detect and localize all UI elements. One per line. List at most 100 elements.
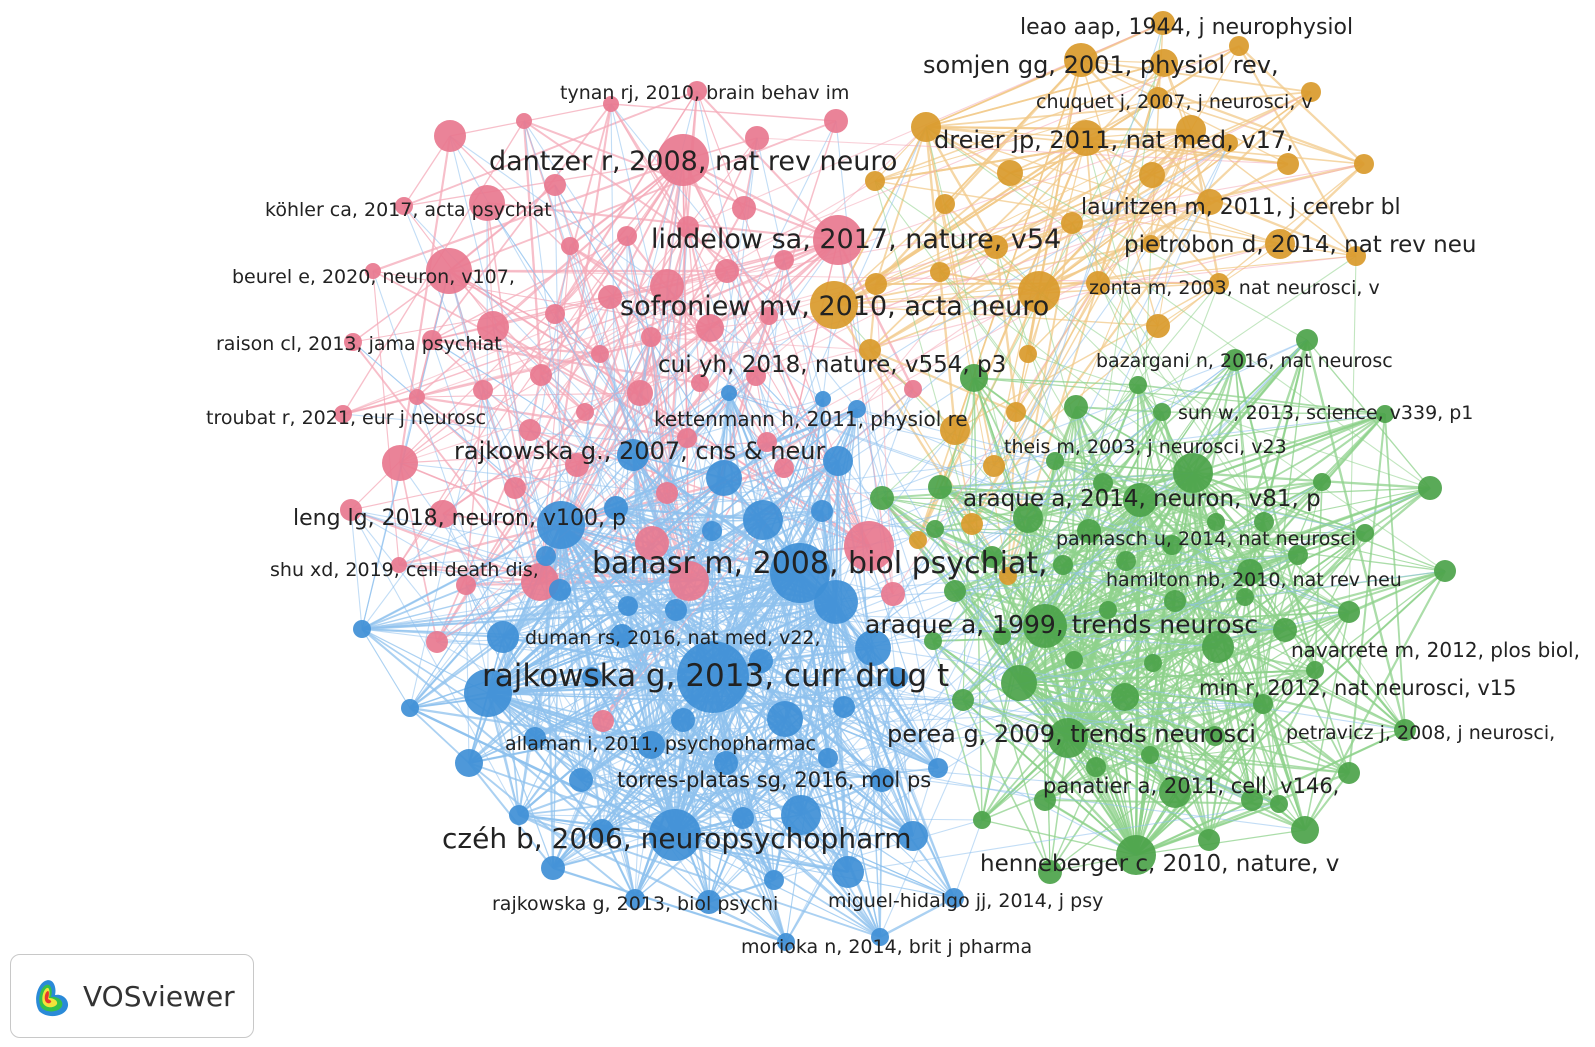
network-node[interactable] bbox=[993, 627, 1011, 645]
network-node[interactable] bbox=[1220, 134, 1238, 152]
network-node[interactable] bbox=[561, 237, 579, 255]
network-node[interactable] bbox=[1207, 513, 1225, 531]
node-label[interactable]: kettenmann h, 2011, physiol re bbox=[654, 407, 968, 431]
network-node[interactable] bbox=[344, 333, 362, 351]
node-label[interactable]: pannasch u, 2014, nat neurosci bbox=[1056, 528, 1356, 550]
network-node[interactable] bbox=[706, 460, 742, 496]
node-label[interactable]: rajkowska g, 2013, curr drug t bbox=[482, 658, 949, 694]
network-node[interactable] bbox=[1164, 590, 1186, 612]
network-node[interactable] bbox=[1147, 87, 1169, 109]
network-node[interactable] bbox=[824, 109, 848, 133]
network-node[interactable] bbox=[1099, 601, 1117, 619]
node-label[interactable]: sun w, 2013, science, v339, p1 bbox=[1178, 402, 1473, 424]
node-label[interactable]: araque a, 2014, neuron, v81, p bbox=[963, 486, 1321, 512]
network-node[interactable] bbox=[1434, 560, 1456, 582]
network-node[interactable] bbox=[999, 567, 1017, 585]
node-label[interactable]: banasr m, 2008, biol psychiat, bbox=[592, 546, 1048, 581]
network-node[interactable] bbox=[781, 795, 821, 835]
network-node[interactable] bbox=[865, 273, 887, 295]
node-label[interactable]: panatier a, 2011, cell, v146, bbox=[1043, 774, 1339, 798]
network-node[interactable] bbox=[1338, 762, 1360, 784]
network-node[interactable] bbox=[926, 520, 944, 538]
network-node[interactable] bbox=[1394, 719, 1416, 741]
network-node[interactable] bbox=[1139, 162, 1165, 188]
network-node[interactable] bbox=[1006, 402, 1026, 422]
network-node[interactable] bbox=[924, 632, 942, 650]
network-node[interactable] bbox=[911, 112, 941, 142]
network-node[interactable] bbox=[935, 194, 955, 214]
network-node[interactable] bbox=[1176, 115, 1206, 145]
network-node[interactable] bbox=[1173, 453, 1213, 493]
network-node[interactable] bbox=[1064, 43, 1098, 77]
network-node[interactable] bbox=[1159, 776, 1191, 808]
network-node[interactable] bbox=[1151, 11, 1175, 35]
network-node[interactable] bbox=[1053, 555, 1073, 575]
network-node[interactable] bbox=[1019, 345, 1037, 363]
network-node[interactable] bbox=[519, 419, 541, 441]
network-node[interactable] bbox=[1277, 153, 1299, 175]
network-node[interactable] bbox=[1146, 314, 1170, 338]
network-node[interactable] bbox=[477, 311, 509, 343]
node-label[interactable]: rajkowska g, 2013, biol psychi bbox=[492, 893, 778, 915]
network-node[interactable] bbox=[530, 364, 552, 386]
network-node[interactable] bbox=[904, 380, 922, 398]
network-node[interactable] bbox=[669, 561, 709, 601]
network-node[interactable] bbox=[650, 269, 684, 303]
network-node[interactable] bbox=[637, 731, 665, 759]
network-node[interactable] bbox=[1093, 473, 1113, 493]
network-node[interactable] bbox=[823, 446, 853, 476]
network-node[interactable] bbox=[340, 499, 362, 521]
network-node[interactable] bbox=[656, 482, 678, 504]
network-node[interactable] bbox=[1013, 503, 1043, 533]
network-node[interactable] bbox=[617, 226, 637, 246]
network-node[interactable] bbox=[760, 307, 778, 325]
network-node[interactable] bbox=[1198, 829, 1220, 851]
network-node[interactable] bbox=[334, 405, 352, 423]
network-node[interactable] bbox=[1265, 229, 1295, 259]
network-node[interactable] bbox=[665, 599, 687, 621]
network-node[interactable] bbox=[961, 513, 983, 535]
network-node[interactable] bbox=[848, 400, 866, 418]
node-label[interactable]: miguel-hidalgo jj, 2014, j psy bbox=[828, 890, 1103, 912]
node-label[interactable]: beurel e, 2020, neuron, v107, bbox=[232, 266, 515, 288]
network-node[interactable] bbox=[1291, 816, 1319, 844]
network-node[interactable] bbox=[1301, 82, 1321, 102]
network-node[interactable] bbox=[1273, 618, 1297, 642]
network-node[interactable] bbox=[997, 160, 1023, 186]
network-node[interactable] bbox=[618, 596, 638, 616]
node-label[interactable]: hamilton nb, 2010, nat rev neu bbox=[1106, 569, 1402, 591]
network-node[interactable] bbox=[617, 439, 649, 471]
network-node[interactable] bbox=[434, 120, 466, 152]
network-node[interactable] bbox=[691, 374, 709, 392]
node-label[interactable]: leao aap, 1944, j neurophysiol bbox=[1020, 15, 1353, 40]
network-node[interactable] bbox=[671, 708, 695, 732]
network-node[interactable] bbox=[973, 811, 991, 829]
network-node[interactable] bbox=[871, 928, 889, 946]
network-node[interactable] bbox=[677, 216, 699, 238]
network-node[interactable] bbox=[544, 174, 566, 196]
network-node[interactable] bbox=[426, 248, 472, 294]
network-node[interactable] bbox=[657, 134, 709, 186]
network-node[interactable] bbox=[537, 501, 585, 549]
network-node[interactable] bbox=[909, 531, 927, 549]
network-node[interactable] bbox=[592, 710, 614, 732]
node-label[interactable]: lauritzen m, 2011, j cerebr bl bbox=[1081, 195, 1401, 220]
network-node[interactable] bbox=[696, 314, 724, 342]
network-node[interactable] bbox=[855, 630, 891, 666]
network-node[interactable] bbox=[536, 546, 556, 566]
node-label[interactable]: petravicz j, 2008, j neurosci, bbox=[1286, 722, 1555, 744]
node-label[interactable]: henneberger c, 2010, nature, v bbox=[980, 851, 1339, 877]
network-node[interactable] bbox=[1153, 403, 1171, 421]
network-node[interactable] bbox=[382, 445, 418, 481]
network-node[interactable] bbox=[981, 546, 1003, 568]
network-node[interactable] bbox=[576, 403, 594, 421]
network-node[interactable] bbox=[1048, 718, 1088, 758]
network-node[interactable] bbox=[930, 262, 950, 282]
network-node[interactable] bbox=[524, 727, 546, 749]
network-node[interactable] bbox=[944, 888, 964, 908]
node-label[interactable]: chuquet j, 2007, j neurosci, v bbox=[1036, 91, 1313, 113]
network-node[interactable] bbox=[635, 526, 669, 560]
network-node[interactable] bbox=[1418, 476, 1442, 500]
network-node[interactable] bbox=[1061, 212, 1083, 234]
network-node[interactable] bbox=[721, 385, 737, 401]
